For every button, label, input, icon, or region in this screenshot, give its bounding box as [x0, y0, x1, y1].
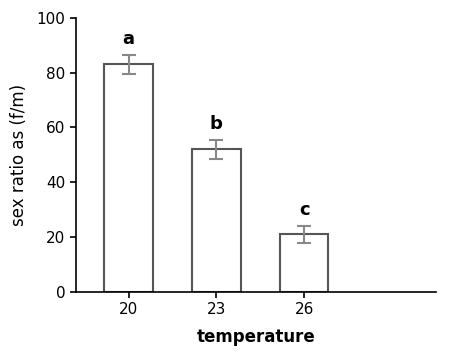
X-axis label: temperature: temperature [197, 329, 315, 346]
Text: a: a [123, 30, 135, 48]
Text: c: c [299, 201, 310, 219]
Bar [280, 234, 328, 292]
Bar [192, 150, 241, 292]
Text: b: b [210, 115, 223, 133]
Y-axis label: sex ratio as (f/m): sex ratio as (f/m) [10, 84, 28, 226]
Bar [104, 64, 153, 292]
